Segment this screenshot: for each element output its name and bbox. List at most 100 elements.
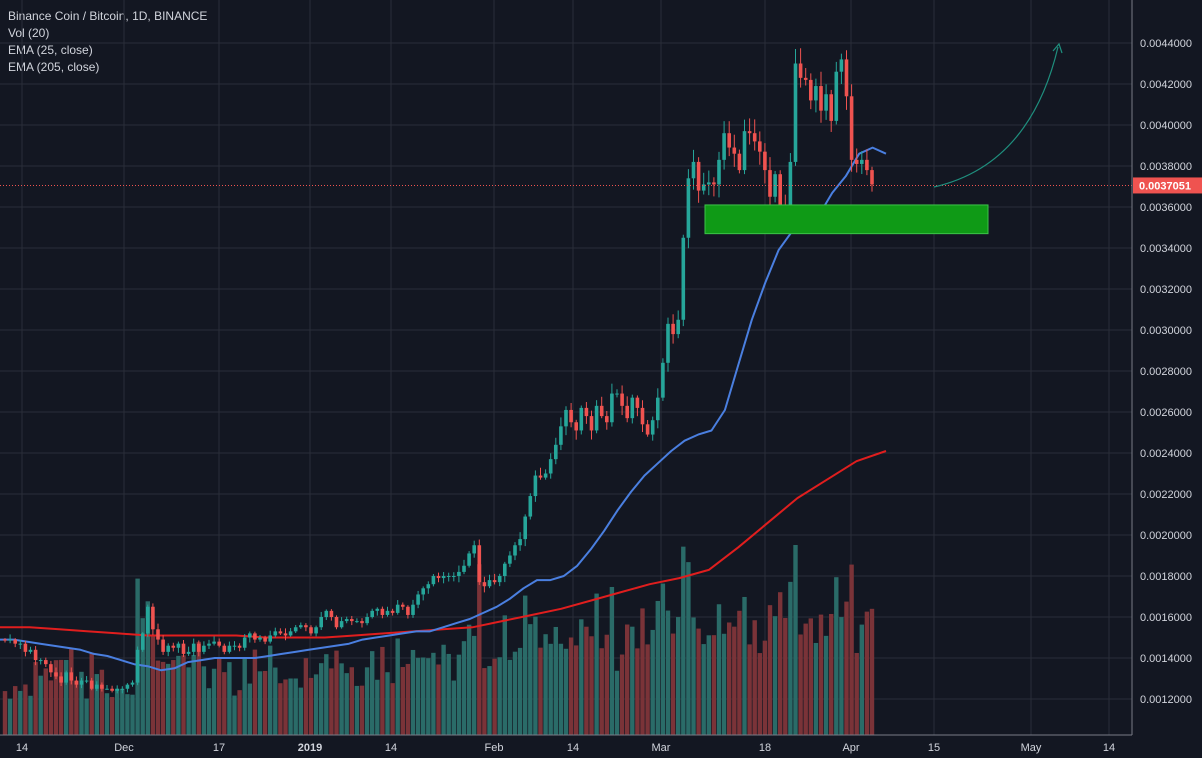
price-tick-label: 0.0038000	[1140, 161, 1192, 173]
candle-body	[457, 571, 461, 576]
volume-bar	[492, 658, 497, 735]
volume-bar	[655, 600, 660, 735]
candle-body	[324, 610, 329, 617]
candle-body	[803, 77, 808, 80]
candle-body	[518, 539, 522, 546]
candle-body	[870, 170, 874, 185]
candle-body	[299, 625, 303, 628]
candle-body	[227, 645, 232, 652]
candle-body	[579, 407, 584, 431]
candle-body	[13, 639, 17, 644]
volume-bar	[553, 626, 558, 735]
candle-body	[84, 680, 89, 682]
candle-body	[747, 131, 752, 134]
candle-body	[722, 133, 726, 160]
volume-bar	[405, 663, 411, 735]
candle-body	[854, 159, 859, 164]
candle-body	[304, 625, 308, 628]
candle-body	[416, 594, 420, 605]
time-tick-label: 14	[567, 742, 579, 754]
candle-body	[197, 643, 201, 652]
candle-body	[237, 645, 242, 648]
candle-body	[69, 672, 74, 681]
price-tick-label: 0.0044000	[1140, 38, 1192, 50]
candle-body	[64, 672, 68, 683]
volume-bar	[859, 624, 864, 735]
candle-body	[472, 545, 476, 554]
volume-bar	[594, 593, 599, 735]
candle-body	[492, 580, 497, 583]
candle-body	[110, 688, 114, 691]
candle-body	[59, 676, 63, 683]
candle-body	[89, 680, 94, 689]
candle-body	[441, 576, 446, 579]
volume-bar	[803, 623, 808, 735]
price-tick-label: 0.0026000	[1140, 407, 1192, 419]
volume-bar	[721, 633, 727, 735]
candle-body	[171, 645, 176, 648]
candle-body	[610, 393, 614, 423]
volume-bar	[104, 693, 110, 735]
volume-bar	[711, 635, 717, 735]
volume-bar	[670, 633, 676, 735]
volume-bar	[349, 667, 354, 735]
volume-bar	[864, 611, 870, 735]
volume-bar	[222, 672, 227, 735]
candle-body	[640, 407, 645, 425]
volume-bar	[160, 661, 166, 735]
time-tick-label: 18	[759, 742, 771, 754]
volume-bar	[635, 648, 640, 735]
volume-bar	[706, 635, 711, 735]
candle-body	[273, 631, 278, 636]
candle-body	[737, 153, 742, 171]
candle-body	[355, 621, 359, 623]
candle-body	[406, 606, 410, 615]
volume-bar	[211, 668, 217, 735]
candle-body	[202, 645, 206, 652]
volume-bar	[854, 652, 859, 735]
candle-body	[365, 617, 369, 624]
volume-bar	[681, 546, 686, 735]
candle-body	[54, 672, 58, 677]
volume-bar	[584, 626, 589, 735]
candle-body	[268, 635, 272, 642]
volume-bar	[609, 586, 615, 735]
volume-bar	[217, 658, 222, 735]
volume-bar	[298, 687, 303, 735]
volume-bar	[686, 562, 691, 735]
grid-lines	[0, 0, 1132, 735]
volume-bar	[813, 642, 819, 735]
ema-fast-indicator-label: EMA (25, close)	[8, 43, 93, 57]
candle-body	[314, 627, 318, 634]
candle-body	[839, 59, 844, 72]
volume-bar	[339, 663, 344, 735]
candle-body	[533, 475, 538, 497]
candle-body	[707, 182, 711, 185]
volume-bar	[441, 644, 446, 735]
volume-bar	[94, 674, 99, 735]
candle-body	[849, 96, 854, 160]
volume-bar	[7, 698, 13, 735]
time-tick-label: 14	[16, 742, 28, 754]
price-tick-label: 0.0022000	[1140, 489, 1192, 501]
candle-body	[865, 159, 869, 171]
volume-bar	[283, 679, 288, 735]
volume-bar	[696, 628, 701, 735]
volume-bar	[166, 663, 171, 735]
time-tick-label: May	[1021, 742, 1042, 754]
candle-body	[74, 680, 79, 685]
candle-body	[523, 516, 527, 540]
candle-body	[844, 59, 849, 97]
symbol-title: Binance Coin / Bitcoin, 1D, BINANCE	[8, 9, 208, 23]
candle-body	[650, 420, 655, 435]
candle-body	[717, 159, 721, 185]
candle-body	[773, 174, 777, 197]
volume-bar	[227, 662, 232, 735]
candle-body	[212, 641, 216, 644]
candle-body	[8, 639, 12, 641]
volume-bar	[543, 634, 548, 735]
candle-body	[513, 545, 517, 556]
price-tick-label: 0.0020000	[1140, 530, 1192, 542]
